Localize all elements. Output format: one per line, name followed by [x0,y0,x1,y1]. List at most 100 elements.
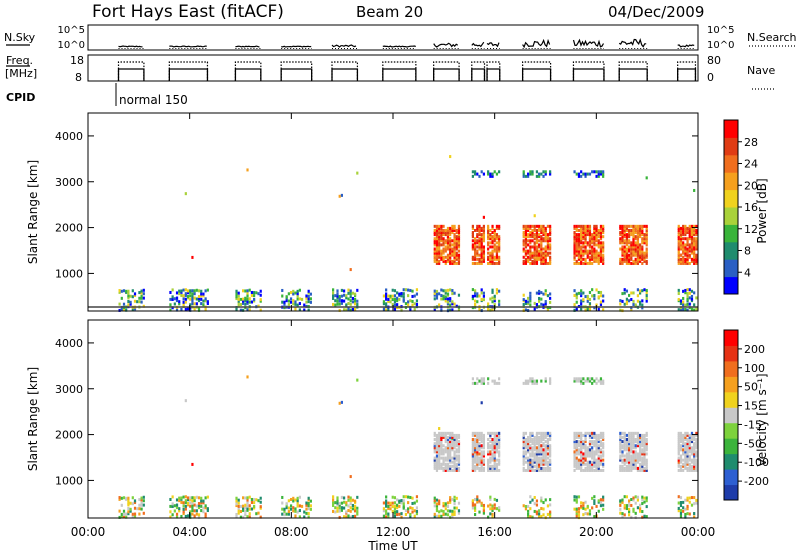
data-cell [332,296,335,300]
data-cell [307,507,310,511]
data-cell [573,255,576,259]
data-cell [444,259,447,263]
data-cell [573,495,576,499]
data-cell [688,464,691,468]
data-cell [535,174,539,178]
data-cell [693,303,696,307]
data-cell [686,231,689,235]
data-cell [129,300,132,304]
data-cell [573,308,576,312]
data-cell [433,496,436,500]
data-cell [621,253,624,257]
data-cell [529,255,532,259]
data-cell [522,239,525,243]
data-cell [498,289,501,293]
data-cell [239,510,243,514]
data-cell [575,251,578,255]
data-cell [602,243,605,247]
data-cell [682,452,685,456]
data-cell [457,446,461,450]
data-cell [491,255,494,259]
data-cell [634,456,637,460]
data-cell [193,296,196,300]
data-cell [193,292,196,296]
data-cell [493,228,496,232]
data-cell [540,438,543,442]
data-cell [588,454,592,458]
data-cell [595,237,598,241]
data-cell [446,239,450,243]
data-cell [577,379,581,383]
data-cell [688,226,691,230]
data-cell [345,503,348,507]
data-cell [292,499,295,503]
data-cell [533,237,536,241]
data-cell [641,510,644,514]
data-cell [625,259,629,263]
data-cell [542,259,545,263]
data-cell [498,452,501,456]
x-tick-label: 08:00 [274,525,309,539]
data-cell [250,500,254,504]
data-cell [446,237,450,241]
data-cell [623,454,626,458]
data-cell [586,448,589,452]
data-cell [625,300,629,304]
data-cell [351,503,354,507]
data-cell [597,454,600,458]
data-cell [393,300,397,304]
data-cell [575,172,578,176]
data-cell [487,257,490,261]
data-cell [593,247,596,251]
data-cell [524,235,528,239]
data-cell [487,261,490,265]
data-cell [246,507,249,511]
data-cell [487,466,490,470]
data-cell [495,381,499,385]
data-cell [253,498,256,502]
data-cell [193,302,196,306]
data-cell [127,296,130,300]
data-cell [643,466,646,470]
data-cell [478,435,481,439]
data-cell [175,498,179,502]
data-cell [257,511,260,515]
data-cell [623,458,626,462]
data-cell [688,228,691,232]
data-cell [480,438,483,442]
colorbar-tick-label: 15 [744,400,758,413]
data-cell [531,438,534,442]
data-cell [451,308,454,312]
data-cell [449,468,452,472]
data-cell [544,259,547,263]
data-cell [446,442,450,446]
data-cell [588,431,592,435]
data-cell [524,253,528,257]
data-cell [435,435,439,439]
data-cell [457,231,461,235]
data-cell [178,499,181,503]
data-cell [580,458,583,462]
data-cell [688,243,691,247]
data-cell [586,460,589,464]
data-cell [489,452,492,456]
data-cell [599,381,603,385]
data-cell [679,302,683,306]
data-cell [524,507,528,511]
data-cell [449,454,452,458]
data-cell [498,224,501,228]
data-cell [451,446,454,450]
data-cell [129,294,132,298]
data-cell [296,496,299,500]
data-cell [449,460,452,464]
data-cell [639,245,642,249]
data-cell [489,512,492,516]
data-cell [191,302,194,306]
data-cell [641,303,644,307]
data-cell [476,495,479,499]
data-cell [182,303,185,307]
data-cell [619,440,622,444]
data-cell [538,515,541,519]
data-cell [695,452,698,456]
frequency-panel-frame [87,54,699,82]
